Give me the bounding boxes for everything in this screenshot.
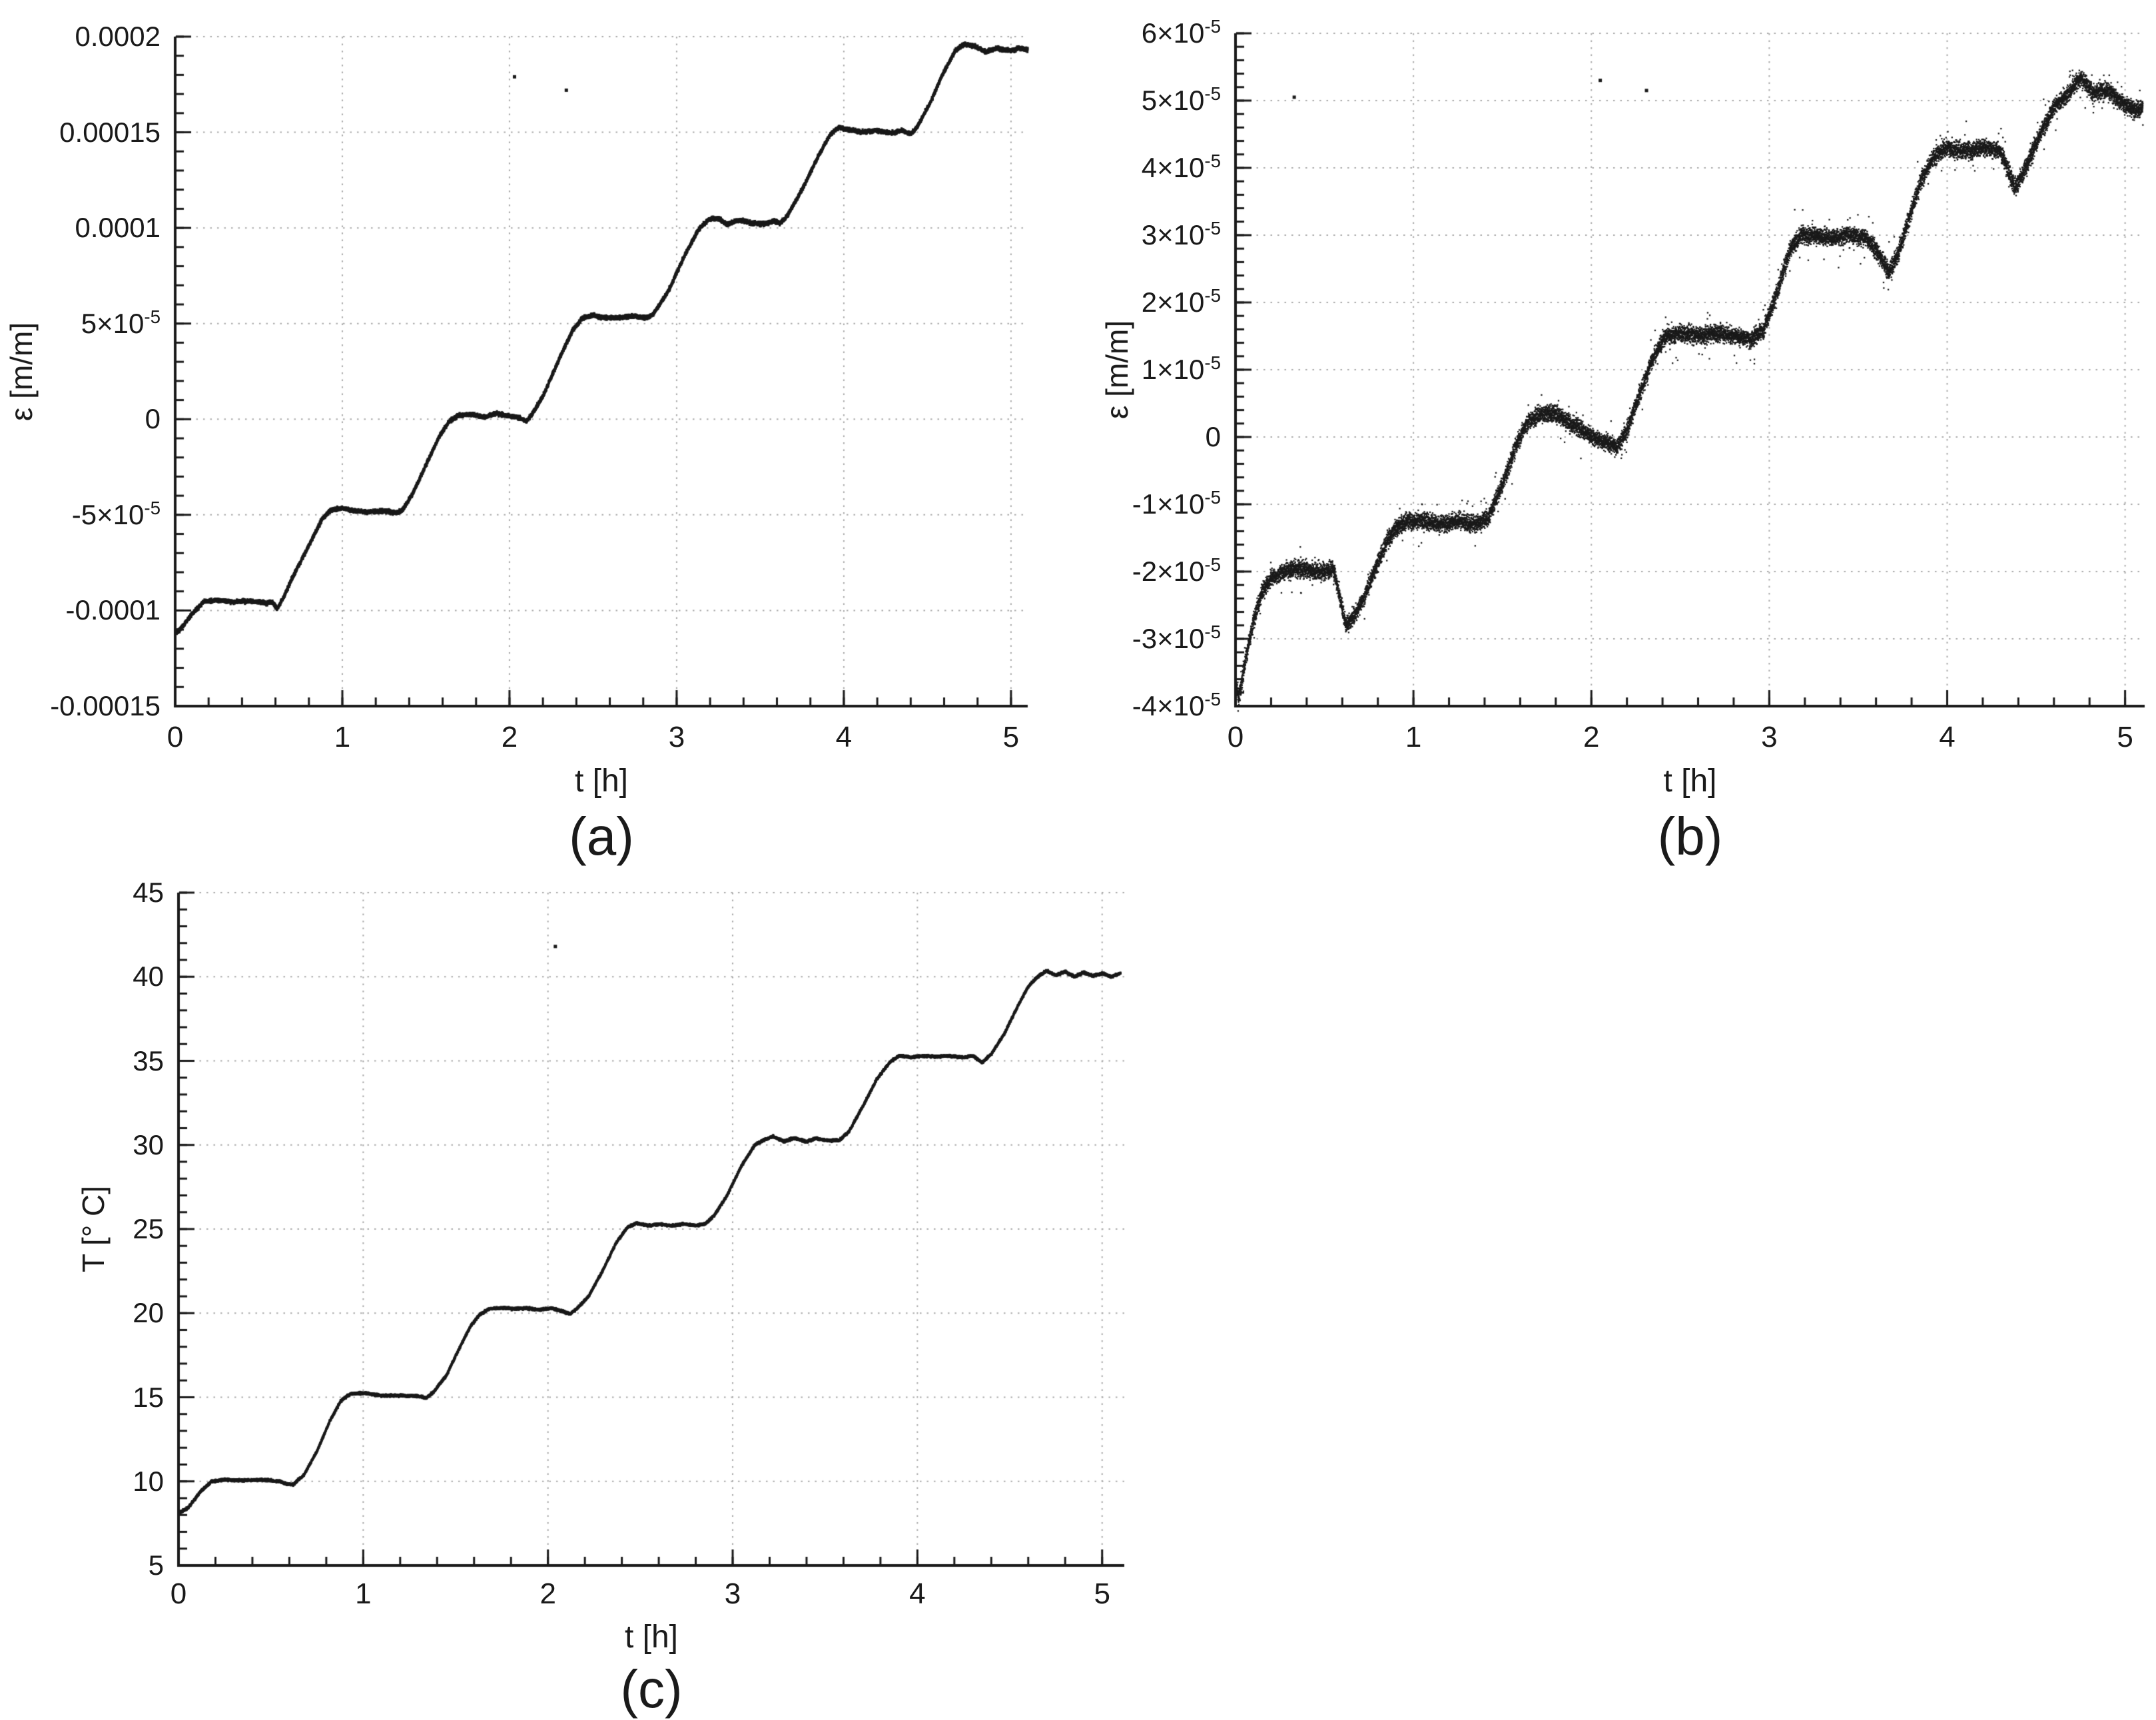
x-tick-label: 5 <box>1002 721 1020 753</box>
x-tick-label: 3 <box>1761 721 1778 753</box>
x-axis-label: t [h] <box>1663 763 1717 799</box>
panel-caption: (b) <box>1657 807 1723 866</box>
x-axis-label: t [h] <box>574 763 629 799</box>
x-tick-label: 4 <box>1939 721 1956 753</box>
x-tick-label: 3 <box>668 721 685 753</box>
y-tick-label: 5×10-5 <box>1141 83 1221 116</box>
y-tick-label: 10 <box>133 1465 164 1497</box>
exponent: -5 <box>1204 622 1221 642</box>
exponent: -5 <box>1204 689 1221 709</box>
y-tick-label: 20 <box>133 1297 164 1329</box>
x-tick-label: 0 <box>167 721 184 753</box>
y-tick-label: 45 <box>133 877 164 908</box>
exponent: -5 <box>1204 83 1221 104</box>
y-tick-label: 5×10-5 <box>81 306 161 339</box>
y-tick-label: 0.00015 <box>59 116 161 148</box>
exponent: -5 <box>1204 554 1221 575</box>
y-tick-label: 30 <box>133 1128 164 1160</box>
y-tick-label: 15 <box>133 1381 164 1413</box>
x-tick-label: 5 <box>2117 721 2133 753</box>
panel-caption: (c) <box>620 1659 683 1719</box>
y-tick-label: -2×10-5 <box>1132 554 1221 587</box>
exponent: -5 <box>144 306 161 327</box>
x-tick-label: 1 <box>1405 721 1422 753</box>
y-tick-label: -5×10-5 <box>71 497 161 530</box>
x-axis-label: t [h] <box>624 1619 679 1655</box>
y-tick-label: 0.0002 <box>75 21 161 52</box>
y-tick-label: 0.0001 <box>75 212 161 244</box>
y-tick-label: -0.00015 <box>50 690 161 721</box>
exponent: -5 <box>1204 218 1221 238</box>
y-tick-label: 5 <box>148 1549 164 1581</box>
y-tick-label: 3×10-5 <box>1141 218 1221 250</box>
y-tick-label: 35 <box>133 1045 164 1076</box>
exponent: -5 <box>1204 16 1221 37</box>
panel-caption: (a) <box>569 807 634 866</box>
x-tick-label: 4 <box>909 1577 926 1610</box>
exponent: -5 <box>144 497 161 518</box>
x-tick-label: 0 <box>1227 721 1244 753</box>
x-tick-label: 0 <box>170 1577 187 1610</box>
y-tick-label: 6×10-5 <box>1141 16 1221 49</box>
y-tick-label: 0 <box>145 403 161 435</box>
y-tick-label: 0 <box>1205 421 1221 452</box>
x-tick-label: 5 <box>1094 1577 1110 1610</box>
y-tick-label: -3×10-5 <box>1132 622 1221 654</box>
x-tick-label: 1 <box>334 721 351 753</box>
exponent: -5 <box>1204 285 1221 306</box>
y-tick-label: 2×10-5 <box>1141 285 1221 318</box>
exponent: -5 <box>1204 487 1221 508</box>
y-tick-label: -1×10-5 <box>1132 487 1221 520</box>
y-tick-label: 40 <box>133 961 164 993</box>
y-tick-label: -4×10-5 <box>1132 689 1221 721</box>
x-tick-label: 2 <box>501 721 518 753</box>
x-tick-label: 4 <box>835 721 853 753</box>
exponent: -5 <box>1204 151 1221 171</box>
x-tick-label: 1 <box>355 1577 372 1610</box>
x-tick-label: 2 <box>1583 721 1600 753</box>
x-tick-label: 2 <box>539 1577 556 1610</box>
y-tick-label: 4×10-5 <box>1141 151 1221 183</box>
y-tick-label: 1×10-5 <box>1141 352 1221 385</box>
y-tick-label: 25 <box>133 1213 164 1244</box>
y-tick-label: -0.0001 <box>65 594 161 626</box>
x-tick-label: 3 <box>724 1577 741 1610</box>
exponent: -5 <box>1204 352 1221 373</box>
